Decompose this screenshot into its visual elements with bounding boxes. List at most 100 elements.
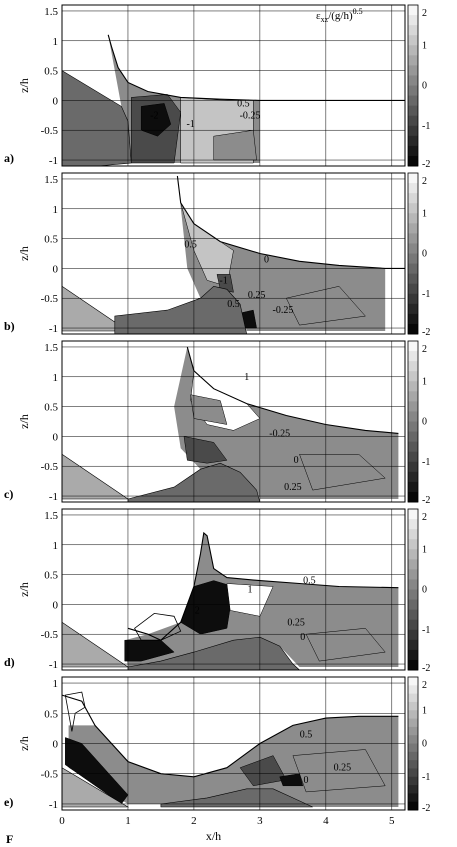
x-tick-label: 4 bbox=[323, 815, 329, 827]
colorbar-swatch bbox=[408, 223, 418, 234]
y-tick-label: 1.5 bbox=[44, 510, 58, 522]
colorbar-swatch bbox=[408, 203, 418, 214]
y-tick-label: 1 bbox=[53, 540, 59, 552]
colorbar-swatch bbox=[408, 273, 418, 285]
colorbar-swatch bbox=[408, 293, 418, 305]
colorbar-swatch bbox=[408, 183, 418, 194]
colorbar-tick-label: 0 bbox=[422, 81, 427, 92]
contour-label: 0.5 bbox=[227, 299, 240, 310]
y-tick-label: 1 bbox=[53, 372, 59, 384]
y-tick-label: 0 bbox=[53, 431, 59, 443]
y-tick-label: 1.5 bbox=[44, 174, 58, 186]
y-tick-label: -0.5 bbox=[41, 769, 59, 781]
colorbar-swatch bbox=[408, 391, 418, 402]
colorbar-swatch bbox=[408, 451, 418, 463]
colorbar-tick-label: -1 bbox=[422, 625, 430, 636]
y-tick-label: 0 bbox=[53, 95, 59, 107]
colorbar-swatch bbox=[408, 95, 418, 107]
y-tick-label: -1 bbox=[49, 799, 58, 811]
colorbar-frame bbox=[407, 508, 419, 671]
panel-frame bbox=[61, 676, 406, 811]
colorbar-swatch bbox=[408, 649, 418, 661]
colorbar-swatch bbox=[408, 768, 418, 778]
colorbar-swatch bbox=[408, 105, 418, 117]
colorbar-swatch bbox=[408, 341, 418, 352]
colorbar-swatch bbox=[408, 65, 418, 76]
colorbar-frame bbox=[407, 172, 419, 335]
colorbar-tick-label: 1 bbox=[422, 208, 427, 219]
panel-frame bbox=[61, 340, 406, 503]
free-surface-line bbox=[127, 531, 399, 641]
contour-label: -0.25 bbox=[273, 305, 294, 316]
colorbar-swatch bbox=[408, 213, 418, 224]
colorbar-swatch bbox=[408, 619, 418, 631]
colorbar-tick-label: -1 bbox=[422, 289, 430, 300]
colorbar: 2 1 0 -1 -2 bbox=[407, 508, 430, 674]
contour-blob bbox=[292, 749, 386, 793]
corner-letter: F bbox=[6, 832, 13, 846]
colorbar-tick-label: 0 bbox=[422, 249, 427, 260]
contour-label: 1 bbox=[244, 372, 249, 383]
y-tick-label: 1.5 bbox=[44, 6, 58, 18]
colorbar-swatch bbox=[408, 461, 418, 473]
colorbar-swatch bbox=[408, 609, 418, 621]
panel-2: 1 -0.25 0 0.25 1.5 1 0.5 0 -0.5 -1 z/h c) 2 1 0 -1 -2 bbox=[4, 340, 430, 506]
colorbar-swatch bbox=[408, 193, 418, 204]
contour-label: 0.25 bbox=[284, 482, 302, 493]
colorbar-swatch bbox=[408, 55, 418, 66]
colorbar-swatch bbox=[408, 421, 418, 433]
colorbar-tick-label: -1 bbox=[422, 457, 430, 468]
x-axis-label: x/h bbox=[206, 829, 221, 843]
panel-label: b) bbox=[4, 319, 15, 333]
contour-label: 1 bbox=[247, 584, 252, 595]
colorbar-tick-label: 1 bbox=[422, 376, 427, 387]
colorbar-tick-label: 0 bbox=[422, 739, 427, 750]
colorbar-swatch bbox=[408, 75, 418, 86]
colorbar-swatch bbox=[408, 589, 418, 601]
contour-label: 0.5 bbox=[300, 729, 313, 740]
colorbar-swatch bbox=[408, 519, 418, 530]
colorbar: 2 1 0 -1 -2 bbox=[407, 172, 430, 338]
colorbar-swatch bbox=[408, 303, 418, 315]
colorbar-swatch bbox=[408, 233, 418, 244]
colorbar-swatch bbox=[408, 45, 418, 56]
colorbar-tick-label: -2 bbox=[422, 327, 430, 338]
colorbar-swatch bbox=[408, 85, 418, 97]
colorbar-swatch bbox=[408, 173, 418, 184]
colorbar-swatch bbox=[408, 726, 418, 736]
outline-contour bbox=[134, 612, 182, 641]
y-axis-label: z/h bbox=[17, 414, 31, 429]
colorbar-frame bbox=[407, 4, 419, 167]
panel-label: e) bbox=[4, 795, 13, 809]
outline-contour bbox=[64, 691, 86, 732]
y-tick-label: 0 bbox=[53, 263, 59, 275]
y-tick-label: 0.5 bbox=[44, 234, 58, 246]
colorbar-swatch bbox=[408, 145, 418, 157]
panel-0: -2-10.5-0.251.510.50-0.5-1z/ha)210-1-2 bbox=[4, 4, 430, 170]
colorbar-swatch bbox=[408, 793, 418, 803]
y-axis-label: z/h bbox=[17, 246, 31, 261]
y-axis-label: z/h bbox=[17, 582, 31, 597]
colorbar-swatch bbox=[408, 639, 418, 651]
colorbar-swatch bbox=[408, 629, 418, 641]
colorbar-swatch bbox=[408, 801, 418, 811]
colorbar-swatch bbox=[408, 776, 418, 786]
colorbar-swatch bbox=[408, 559, 418, 570]
colorbar: 2 1 0 -1 -2 bbox=[407, 340, 430, 506]
colorbar-swatch bbox=[408, 381, 418, 392]
colorbar-tick-label: -1 bbox=[422, 121, 430, 132]
free-surface-line bbox=[186, 346, 399, 434]
contour-blob bbox=[190, 394, 228, 425]
y-tick-label: 1 bbox=[53, 36, 59, 48]
contour-label: 0 bbox=[304, 775, 309, 786]
contour-label: -0.25 bbox=[240, 110, 261, 121]
colorbar-swatch bbox=[408, 283, 418, 295]
y-tick-label: -0.5 bbox=[41, 125, 59, 137]
y-tick-label: 0 bbox=[53, 739, 59, 751]
colorbar-swatch bbox=[408, 693, 418, 703]
contour-label: 2 bbox=[195, 605, 200, 616]
colorbar-swatch bbox=[408, 263, 418, 275]
contour-label: -1 bbox=[186, 119, 194, 130]
panel-1: 0.5 -1 0.5 0 0.25 -0.25 1.5 1 0.5 0 -0.5 -1 z/h b) 2 1 0… bbox=[4, 172, 430, 338]
colorbar-swatch bbox=[408, 751, 418, 761]
